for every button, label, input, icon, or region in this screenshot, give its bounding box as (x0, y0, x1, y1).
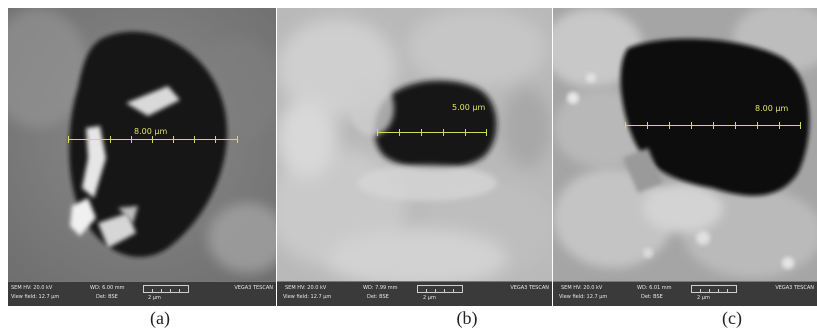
hv-text: SEM HV: 20.0 kV (285, 285, 327, 291)
measurement-tick (237, 136, 238, 143)
det-text: Det: BSE (96, 294, 118, 300)
measurement-tick (713, 122, 714, 129)
scale-bar-box (691, 285, 737, 293)
scale-measurement-b: 5.00 µm (377, 103, 487, 141)
view-field-text: View field: 12.7 µm (11, 294, 60, 300)
hv-text: SEM HV: 20.0 kV (561, 285, 603, 291)
brand-text: VEGA3 TESCAN (234, 285, 273, 291)
measurement-tick (757, 122, 758, 129)
caption-c: (c) (722, 308, 742, 328)
measurement-tick (152, 136, 153, 143)
measurement-tick (68, 136, 69, 143)
wd-text: WD: 7.99 mm (363, 285, 398, 291)
scale-measurement-c: 8.00 µm (625, 104, 801, 134)
measurement-label: 5.00 µm (452, 103, 486, 112)
measurement-tick (691, 122, 692, 129)
sem-info-bar-a: SEM HV: 20.0 kV View field: 12.7 µm WD: … (8, 281, 276, 306)
measurement-tick (110, 136, 111, 143)
caption-a: (a) (150, 308, 170, 328)
scale-text: 2 µm (148, 295, 161, 301)
measurement-tick (377, 129, 378, 136)
measurement-tick (735, 122, 736, 129)
measurement-tick (131, 136, 132, 143)
sem-micrograph-b (277, 8, 552, 282)
measurement-tick (443, 129, 444, 136)
view-field-text: View field: 12.7 µm (283, 294, 332, 300)
measurement-tick (669, 122, 670, 129)
measurement-tick (647, 122, 648, 129)
measurement-tick (421, 129, 422, 136)
brand-text: VEGA3 TESCAN (775, 285, 814, 291)
measurement-tick (625, 122, 626, 129)
measurement-line (68, 139, 238, 140)
wd-text: WD: 6.00 mm (90, 285, 125, 291)
measurement-tick (215, 136, 216, 143)
sem-panel-b: 5.00 µm SEM HV: 20.0 kV View field: 12.7… (277, 8, 552, 306)
scale-measurement-a: 8.00 µm (68, 127, 238, 148)
measurement-tick (173, 136, 174, 143)
view-field-text: View field: 12.7 µm (559, 294, 608, 300)
measurement-label: 8.00 µm (755, 104, 789, 113)
measurement-tick (194, 136, 195, 143)
sem-panel-a: 8.00 µm SEM HV: 20.0 kV View field: 12.7… (8, 8, 276, 306)
measurement-line (377, 132, 487, 133)
measurement-tick (89, 136, 90, 143)
measurement-tick (399, 129, 400, 136)
measurement-tick (800, 122, 801, 129)
scale-text: 2 µm (697, 295, 710, 301)
brand-text: VEGA3 TESCAN (510, 285, 549, 291)
measurement-tick (486, 129, 487, 136)
sem-panel-c: 8.00 µm SEM HV: 20.0 kV View field: 12.7… (553, 8, 817, 306)
sem-info-bar-b: SEM HV: 20.0 kV View field: 12.7 µm WD: … (277, 281, 552, 306)
sem-micrograph-a (8, 8, 276, 282)
det-text: Det: BSE (641, 294, 663, 300)
hv-text: SEM HV: 20.0 kV (11, 285, 53, 291)
scale-text: 2 µm (423, 295, 436, 301)
measurement-label: 8.00 µm (134, 127, 168, 136)
scale-bar-box (417, 285, 463, 293)
sem-micrograph-c (553, 8, 817, 282)
measurement-tick (465, 129, 466, 136)
sem-info-bar-c: SEM HV: 20.0 kV View field: 12.7 µm WD: … (553, 281, 817, 306)
det-text: Det: BSE (367, 294, 389, 300)
scale-bar-box (143, 285, 189, 293)
measurement-tick (779, 122, 780, 129)
caption-b: (b) (456, 308, 478, 328)
wd-text: WD: 6.01 mm (637, 285, 672, 291)
